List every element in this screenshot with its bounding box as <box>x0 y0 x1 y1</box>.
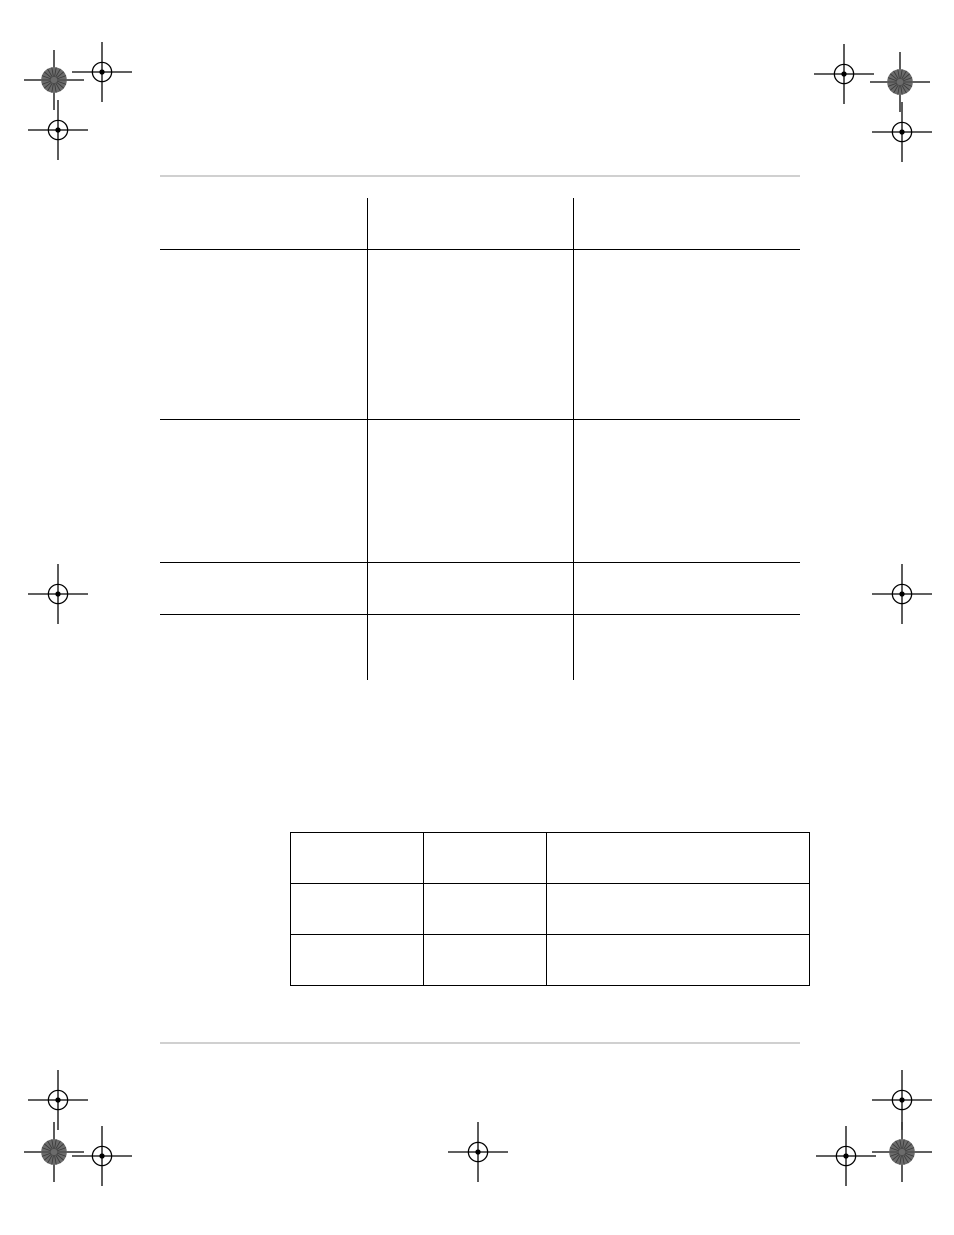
registration-mark <box>28 564 84 620</box>
registration-mark-icon <box>448 1122 508 1182</box>
cell <box>291 833 424 884</box>
registration-mark-icon <box>816 1126 876 1186</box>
registration-mark-icon <box>28 1070 88 1130</box>
registration-mark-icon <box>72 42 132 102</box>
header-rule <box>160 175 800 177</box>
upper-table-row-divider-4 <box>160 614 800 615</box>
registration-mark <box>872 1122 928 1178</box>
registration-mark <box>872 102 928 158</box>
registration-mark-icon <box>72 1126 132 1186</box>
registration-mark-icon <box>814 44 874 104</box>
cell <box>424 833 547 884</box>
upper-table-row-divider-2 <box>160 419 800 420</box>
registration-mark <box>816 1126 872 1182</box>
footer-rule <box>160 1042 800 1044</box>
table-row <box>291 884 810 935</box>
lower-table <box>290 832 810 986</box>
upper-table-col-divider-2 <box>573 198 574 680</box>
registration-mark <box>72 42 128 98</box>
cell <box>424 884 547 935</box>
registration-mark <box>28 1070 84 1126</box>
cell <box>291 935 424 986</box>
registration-mark-icon <box>872 1122 932 1182</box>
registration-mark-icon <box>872 102 932 162</box>
registration-mark <box>872 1070 928 1126</box>
cell <box>547 884 810 935</box>
registration-mark <box>872 564 928 620</box>
table-row <box>291 935 810 986</box>
upper-table-col-divider-1 <box>367 198 368 680</box>
table-row <box>291 833 810 884</box>
registration-mark <box>28 100 84 156</box>
cell <box>424 935 547 986</box>
registration-mark-icon <box>28 100 88 160</box>
cell <box>547 935 810 986</box>
upper-table-row-divider-3 <box>160 562 800 563</box>
cell <box>547 833 810 884</box>
registration-mark-icon <box>28 564 88 624</box>
registration-mark-icon <box>872 564 932 624</box>
registration-mark <box>448 1122 504 1178</box>
cell <box>291 884 424 935</box>
registration-mark <box>870 52 926 108</box>
registration-mark-icon <box>872 1070 932 1130</box>
registration-mark <box>814 44 870 100</box>
upper-table-row-divider-1 <box>160 249 800 250</box>
registration-mark <box>72 1126 128 1182</box>
